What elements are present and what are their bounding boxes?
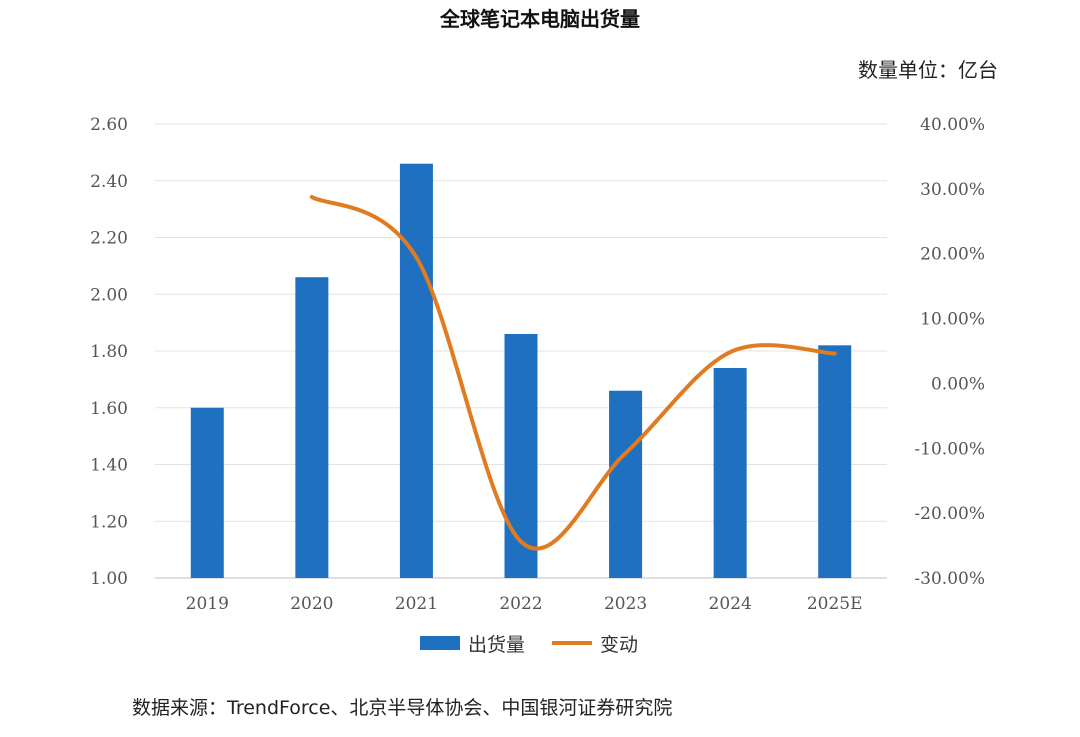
right-tick-label: -20.00% [914, 504, 985, 524]
unit-label: 数量单位：亿台 [858, 58, 998, 82]
right-tick-label: 30.00% [920, 180, 985, 200]
left-tick-label: 2.60 [90, 115, 128, 135]
legend-swatch-bar [420, 636, 460, 650]
right-tick-label: 10.00% [920, 310, 985, 330]
left-tick-label: 2.20 [90, 229, 128, 249]
x-tick-label: 2023 [604, 594, 647, 614]
right-tick-label: 20.00% [920, 245, 985, 265]
bar-2021 [399, 163, 433, 578]
left-tick-label: 1.60 [90, 399, 128, 419]
right-tick-label: -30.00% [914, 569, 985, 589]
bar-2023 [609, 390, 643, 578]
source-note: 数据来源：TrendForce、北京半导体协会、中国银河证券研究院 [132, 697, 672, 719]
x-tick-label: 2025E [807, 594, 863, 614]
change-line [309, 194, 837, 551]
left-tick-label: 1.80 [90, 342, 128, 362]
left-tick-label: 2.00 [90, 285, 128, 305]
left-tick-label: 1.40 [90, 456, 128, 476]
legend-label-line: 变动 [600, 634, 638, 656]
left-tick-label: 2.40 [90, 172, 128, 192]
left-axis-ticks: 1.00 1.20 1.40 1.60 1.80 2.00 2.20 2.40 2.60 [90, 115, 128, 589]
line-series [309, 194, 837, 551]
legend: 出货量 变动 [420, 634, 638, 656]
x-tick-label: 2019 [186, 594, 229, 614]
bar-2025E [818, 345, 852, 578]
x-tick-label: 2021 [395, 594, 438, 614]
bar-2019 [190, 407, 224, 578]
right-axis-ticks: -30.00% -20.00% -10.00% 0.00% 10.00% 20.00% 30… [914, 115, 985, 589]
chart-title: 全球笔记本电脑出货量 [439, 7, 640, 31]
right-tick-label: 0.00% [931, 374, 985, 394]
right-tick-label: -10.00% [914, 439, 985, 459]
legend-label-bar: 出货量 [468, 634, 525, 656]
right-tick-label: 40.00% [920, 115, 985, 135]
bar-series [190, 163, 852, 578]
x-tick-label: 2020 [290, 594, 333, 614]
bar-2024 [713, 368, 747, 578]
left-tick-label: 1.00 [90, 569, 128, 589]
bar-2022 [504, 333, 538, 578]
x-tick-label: 2024 [709, 594, 752, 614]
bar-2020 [295, 277, 329, 578]
left-tick-label: 1.20 [90, 512, 128, 532]
x-axis-ticks: 2019 2020 2021 2022 2023 2024 2025E [186, 594, 863, 614]
x-tick-label: 2022 [499, 594, 542, 614]
